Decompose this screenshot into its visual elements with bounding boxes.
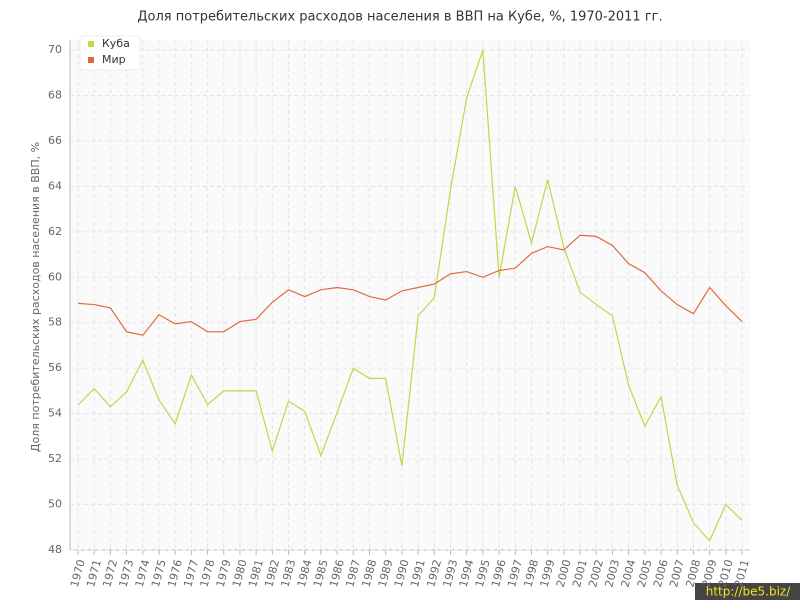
y-tick-label: 66 xyxy=(48,134,62,147)
y-axis-label: Доля потребительских расходов населения … xyxy=(29,142,42,452)
watermark: http://be5.biz/ xyxy=(706,585,791,599)
y-tick-label: 52 xyxy=(48,452,62,465)
legend-swatch xyxy=(88,41,94,47)
legend-swatch xyxy=(88,57,94,63)
series-line xyxy=(77,234,743,336)
y-tick-label: 62 xyxy=(48,225,62,238)
y-tick-label: 70 xyxy=(48,43,62,56)
legend-label: Куба xyxy=(102,37,130,50)
legend-label: Мир xyxy=(102,53,126,66)
y-tick-label: 48 xyxy=(48,543,62,556)
y-tick-label: 68 xyxy=(48,88,62,101)
y-tick-label: 64 xyxy=(48,179,62,192)
y-tick-label: 60 xyxy=(48,270,62,283)
y-tick-label: 58 xyxy=(48,316,62,329)
legend: Куба Мир xyxy=(79,35,141,71)
plot-area xyxy=(70,40,750,550)
watermark-box xyxy=(695,583,800,600)
y-tick-label: 56 xyxy=(48,361,62,374)
y-tick-label: 54 xyxy=(48,407,62,420)
chart-title: Доля потребительских расходов населения … xyxy=(137,10,662,25)
y-tick-label: 50 xyxy=(48,498,62,511)
legend-box xyxy=(79,35,141,71)
series-line xyxy=(77,49,743,543)
